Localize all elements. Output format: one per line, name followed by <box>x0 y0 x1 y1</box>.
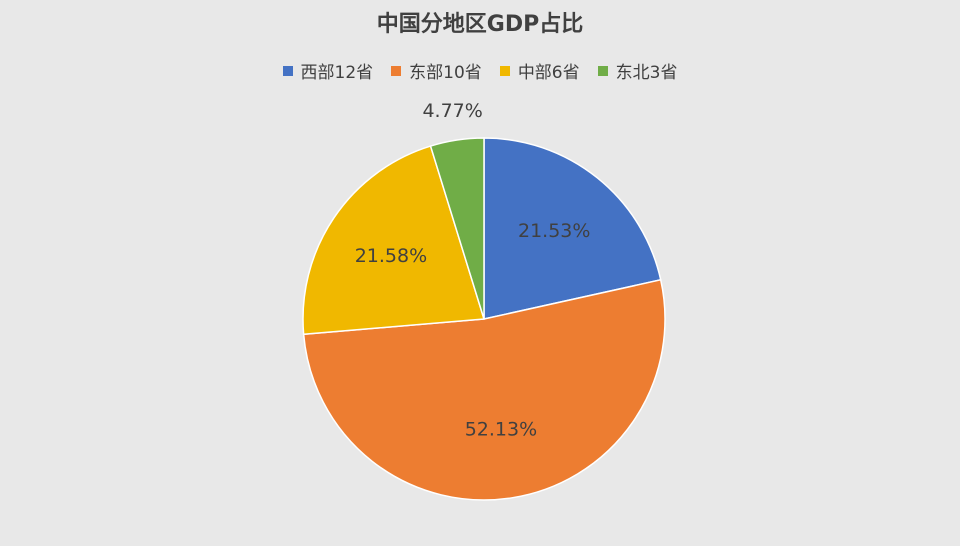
pie-slice-northeast <box>429 137 485 320</box>
data-label-central: 21.58% <box>355 245 427 267</box>
legend-item-central: 中部6省 <box>499 58 580 83</box>
legend: 西部12省 东部10省 中部6省 东北3省 <box>0 58 960 83</box>
legend-item-northeast: 东北3省 <box>597 58 678 83</box>
legend-label-northeast: 东北3省 <box>615 63 678 83</box>
legend-label-central: 中部6省 <box>517 63 580 83</box>
legend-swatch-east <box>391 65 402 76</box>
legend-item-west: 西部12省 <box>282 58 374 83</box>
legend-swatch-central <box>499 65 510 76</box>
data-label-northeast: 4.77% <box>422 100 482 122</box>
legend-item-east: 东部10省 <box>391 58 482 83</box>
legend-swatch-west <box>282 65 293 76</box>
legend-label-east: 东部10省 <box>409 63 482 83</box>
data-label-west: 21.53% <box>518 220 590 242</box>
pie-slice-central <box>302 145 485 336</box>
pie-slice-east <box>302 278 666 501</box>
pie-slice-west <box>483 137 662 320</box>
chart-title: 中国分地区GDP占比 <box>376 12 584 37</box>
data-label-east: 52.13% <box>465 418 537 440</box>
legend-label-west: 西部12省 <box>300 63 374 83</box>
legend-swatch-northeast <box>597 65 608 76</box>
